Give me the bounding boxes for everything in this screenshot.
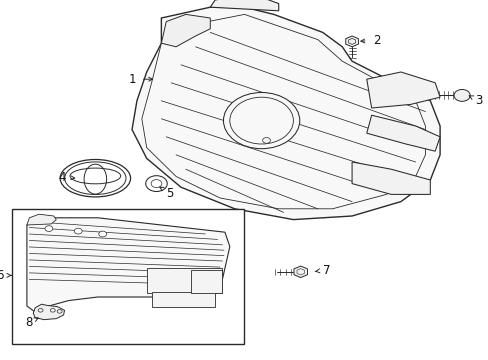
Ellipse shape — [60, 159, 130, 197]
Text: 3: 3 — [474, 94, 482, 107]
Circle shape — [99, 231, 106, 237]
Text: 7: 7 — [322, 264, 330, 276]
Polygon shape — [366, 115, 439, 151]
Polygon shape — [345, 36, 358, 47]
Polygon shape — [210, 0, 278, 11]
Text: 4: 4 — [59, 171, 66, 184]
Polygon shape — [27, 214, 56, 225]
Text: 8: 8 — [25, 316, 33, 329]
Text: 1: 1 — [128, 73, 136, 86]
Polygon shape — [27, 218, 229, 311]
Polygon shape — [293, 266, 307, 278]
Polygon shape — [142, 14, 425, 209]
Polygon shape — [132, 7, 439, 220]
Circle shape — [45, 226, 53, 231]
Circle shape — [145, 176, 167, 192]
Circle shape — [223, 93, 299, 149]
Circle shape — [262, 138, 270, 143]
Bar — [151, 292, 215, 307]
Circle shape — [74, 228, 82, 234]
Text: 5: 5 — [166, 187, 174, 200]
Bar — [12, 209, 244, 344]
Polygon shape — [161, 14, 210, 47]
Polygon shape — [33, 304, 64, 320]
Polygon shape — [366, 72, 439, 108]
Text: 6: 6 — [0, 269, 4, 282]
Bar — [146, 268, 222, 293]
Text: 2: 2 — [372, 34, 380, 47]
Bar — [190, 270, 222, 293]
Circle shape — [453, 89, 469, 101]
Polygon shape — [351, 162, 429, 194]
